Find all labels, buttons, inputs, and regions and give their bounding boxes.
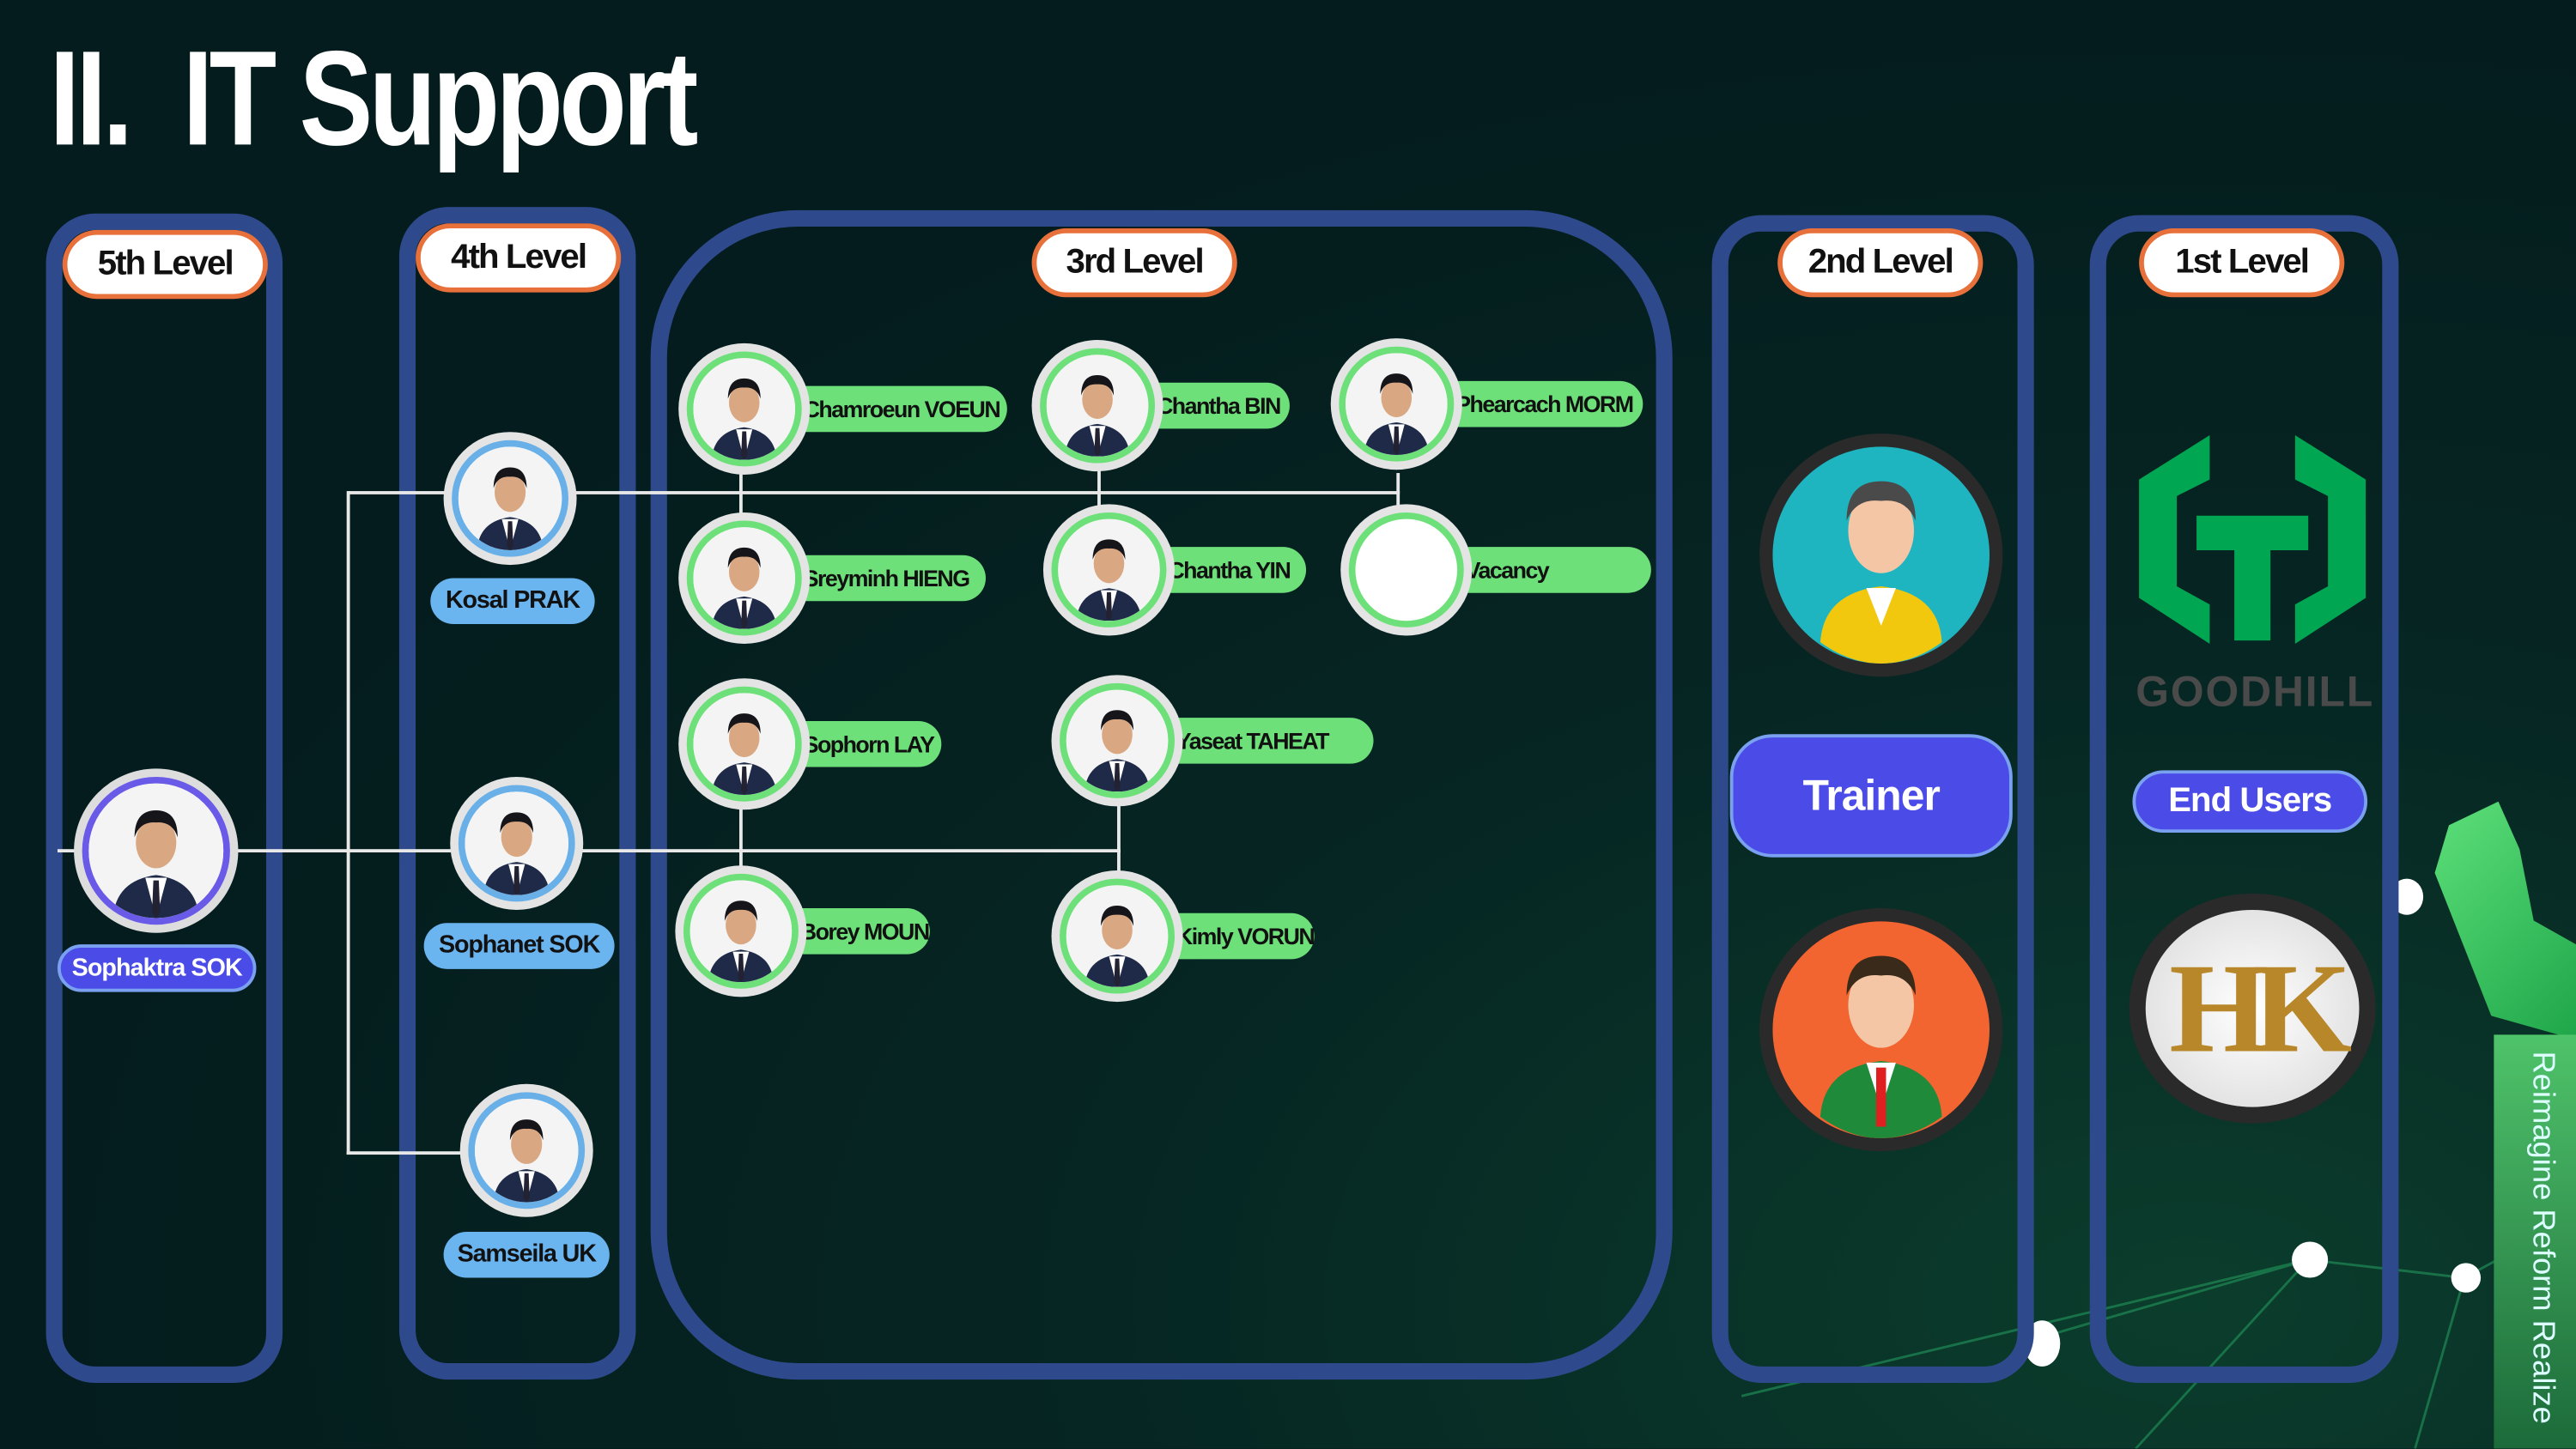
trainer-avatar-icon bbox=[1754, 428, 2008, 682]
name-sophanet: Sophanet SOK bbox=[423, 923, 615, 969]
avatar-vacancy bbox=[1340, 504, 1473, 636]
avatar-samseila bbox=[459, 1083, 593, 1217]
connector-line bbox=[738, 473, 743, 523]
connector-line bbox=[346, 491, 350, 1155]
goodhill-logo-text: GOODHILL bbox=[2136, 666, 2375, 717]
connector-line bbox=[346, 1151, 462, 1155]
avatar-sophanet bbox=[450, 776, 584, 910]
network-node bbox=[2292, 1241, 2329, 1278]
level-label-3rd: 3rd Level bbox=[1031, 227, 1237, 298]
panel-fifth-level bbox=[46, 213, 283, 1383]
tagline: Reimagine Reform Realize bbox=[2524, 1051, 2560, 1424]
avatar-yaseat bbox=[1051, 675, 1183, 807]
panel-third-level bbox=[650, 209, 1673, 1380]
hk-logo-text: HK bbox=[2145, 909, 2360, 1107]
level-label-1st: 1st Level bbox=[2139, 227, 2345, 298]
connector-line bbox=[1097, 470, 1101, 512]
connector-line bbox=[738, 804, 743, 871]
panel-first-level bbox=[2089, 215, 2399, 1383]
connector-line bbox=[348, 491, 1400, 494]
panel-second-level bbox=[1711, 215, 2034, 1383]
page-title: II. IT Support bbox=[49, 24, 698, 174]
level-label-5th: 5th Level bbox=[62, 229, 268, 300]
avatar-chantha-yin bbox=[1042, 504, 1176, 636]
avatar-phearcach bbox=[1330, 338, 1462, 470]
goodhill-logo-icon bbox=[2139, 435, 2366, 645]
goodhill-logo: GOODHILL bbox=[2136, 430, 2375, 718]
avatar-chamroeun bbox=[678, 343, 811, 475]
avatar-kosal bbox=[443, 432, 577, 566]
avatar-kimly bbox=[1051, 870, 1183, 1003]
avatar-sophorn bbox=[678, 678, 811, 810]
avatar-sophaktra bbox=[74, 768, 239, 933]
crystal-plant-icon bbox=[2434, 801, 2576, 1040]
connector-line bbox=[1396, 473, 1400, 512]
level-label-4th: 4th Level bbox=[416, 223, 622, 293]
hk-logo: HK bbox=[2129, 893, 2376, 1124]
connector-line bbox=[1117, 801, 1121, 877]
avatar-borey bbox=[675, 865, 807, 997]
avatar-sreyminh bbox=[678, 512, 811, 645]
trainer-button[interactable]: Trainer bbox=[1729, 734, 2013, 858]
connector-line bbox=[57, 849, 1121, 853]
name-samseila: Samseila UK bbox=[443, 1231, 610, 1278]
panel-fourth-level bbox=[398, 207, 636, 1380]
tagline-strip bbox=[2494, 1034, 2576, 1449]
end-users-button[interactable]: End Users bbox=[2132, 770, 2368, 834]
network-node bbox=[2451, 1263, 2482, 1293]
trainer-avatar-2-icon bbox=[1754, 903, 2008, 1156]
level-label-2nd: 2nd Level bbox=[1777, 227, 1984, 298]
avatar-chantha-bin bbox=[1031, 340, 1163, 472]
name-kosal: Kosal PRAK bbox=[430, 578, 595, 625]
name-sophaktra: Sophaktra SOK bbox=[57, 944, 257, 992]
